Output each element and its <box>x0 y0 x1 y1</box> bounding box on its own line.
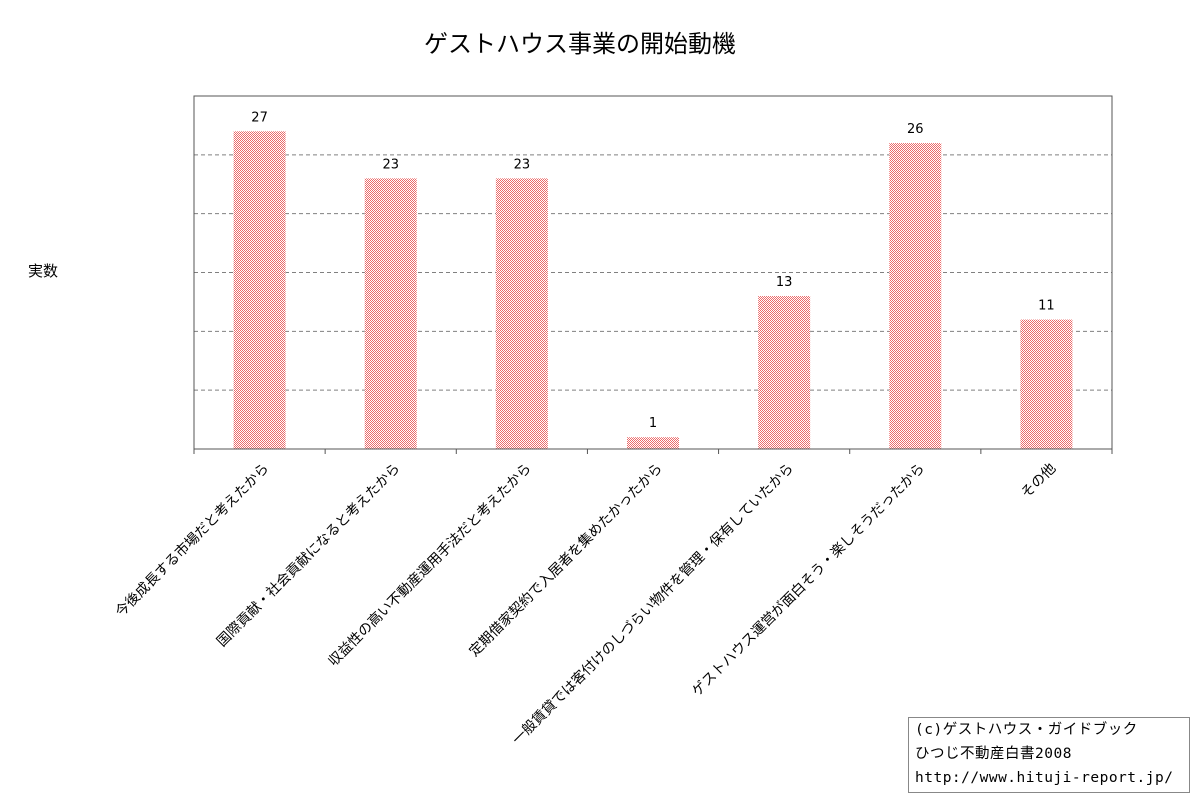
copyright-box: (c)ゲストハウス・ガイドブック ひつじ不動産白書2008 http://www… <box>908 717 1190 793</box>
credit-line-2: ひつじ不動産白書2008 <box>915 746 1072 762</box>
data-label: 13 <box>776 275 793 290</box>
bar <box>233 131 286 450</box>
bar <box>758 296 811 449</box>
bar <box>889 143 942 450</box>
category-labels: 今後成長する市場だと考えたから国際貢献・社会貢献になると考えたから収益性の高い不… <box>112 460 1059 748</box>
bars <box>233 131 1073 450</box>
category-label: 一般賃貸では客付けのしづらい物件を管理・保有していたから <box>509 460 797 748</box>
data-label: 26 <box>907 122 924 137</box>
plot-frame <box>193 95 1113 450</box>
category-label: その他 <box>1018 461 1059 502</box>
category-label: ゲストハウス運営が面白そう・楽しそうだったから <box>689 461 928 700</box>
y-axis-label: 実数 <box>28 262 58 280</box>
bar <box>495 178 548 449</box>
bar <box>364 178 417 449</box>
data-label: 23 <box>514 157 531 172</box>
bar <box>1020 319 1073 449</box>
data-labels: 27 23 23 1 13 26 11 <box>251 110 1054 431</box>
bar <box>627 437 679 449</box>
data-label: 23 <box>382 157 399 172</box>
credit-line-1: (c)ゲストハウス・ガイドブック <box>915 722 1138 738</box>
data-label: 11 <box>1038 299 1055 314</box>
credit-line-3: http://www.hituji-report.jp/ <box>915 770 1174 786</box>
data-label: 1 <box>649 416 657 431</box>
gridlines <box>194 154 1112 391</box>
chart-title: ゲストハウス事業の開始動機 <box>424 30 736 58</box>
data-label: 27 <box>251 110 268 125</box>
x-ticks <box>193 449 1113 454</box>
category-label: 今後成長する市場だと考えたから <box>112 460 273 621</box>
category-label: 収益性の高い不動産運用手法だと考えたから <box>325 460 535 670</box>
